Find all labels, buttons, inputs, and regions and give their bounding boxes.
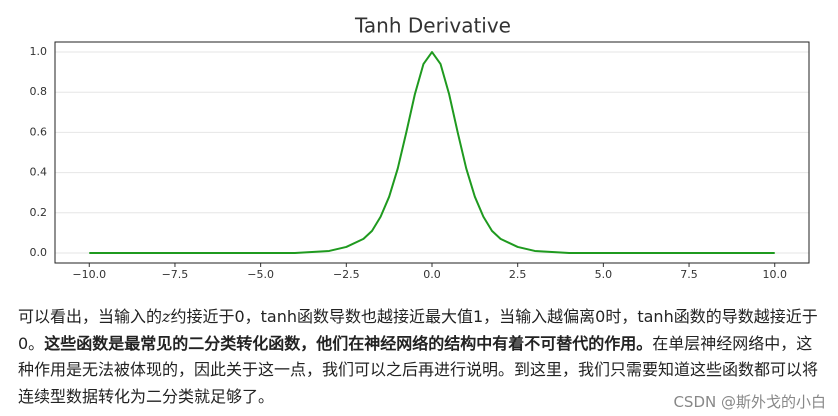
x-tick-label: 2.5 [509,268,527,281]
text-segment: 可以看出，当输入的 [18,307,163,326]
x-tick-label: 5.0 [595,268,613,281]
chart-title: Tanh Derivative [354,14,511,38]
text-segment: 在单层神经网络中，这种作用是无法被体现的，因此关于这一点，我们可以之后再进行说明… [18,333,819,406]
x-tick-label: −5.0 [247,268,274,281]
y-tick-label: 1.0 [30,45,48,58]
y-tick-label: 0.2 [30,206,48,219]
data-line [89,51,775,254]
y-tick-label: 0.0 [30,246,48,259]
x-tick-label: −2.5 [333,268,360,281]
article-paragraph: 可以看出，当输入的z约接近于0，tanh函数导数也越接近最大值1，当输入越偏离0… [18,304,828,410]
y-tick-label: 0.8 [30,85,48,98]
x-tick-label: 7.5 [680,268,698,281]
y-tick-label: 0.4 [30,166,48,179]
x-tick-label: 0.0 [423,268,441,281]
text-segment: 约接近于0，tanh函数导数也越接近最大值1，当输入越偏离0时，tanh函数的导… [18,307,818,353]
chart: Tanh Derivative 0.0 0.2 0.4 0.6 0.8 1.0 −10.0 −… [30,14,810,281]
watermark: CSDN @斯外戈的小白 [673,393,826,411]
x-tick-label: 10.0 [762,268,787,281]
y-tick-label: 0.6 [30,125,48,138]
x-tick-label: −7.5 [162,268,189,281]
plot-frame [54,41,810,264]
x-tick-label: −10.0 [72,268,106,281]
text-segment: z [162,307,171,326]
text-segment: 这些函数是最常见的二分类转化函数，他们在神经网络的结构中有着不可替代的作用。 [44,333,653,353]
